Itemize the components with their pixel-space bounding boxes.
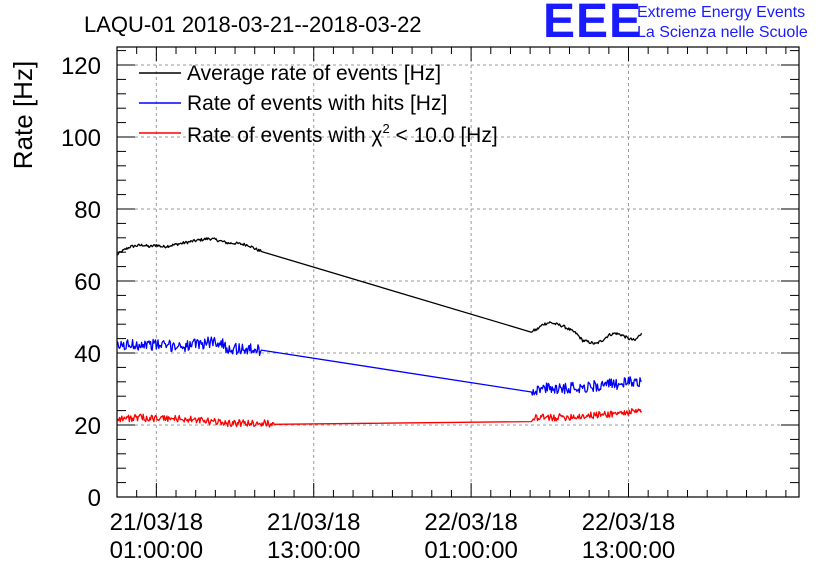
axis-ticks bbox=[117, 47, 799, 498]
x-tick-time: 01:00:00 bbox=[110, 537, 203, 564]
org-name-line2: La Scienza nelle Scuole bbox=[637, 24, 808, 41]
x-tick-date: 22/03/18 bbox=[424, 509, 517, 536]
x-tick-date: 21/03/18 bbox=[267, 509, 360, 536]
y-tick-labels: 0 20 40 60 80 100 120 bbox=[61, 53, 101, 512]
y-axis-label: Rate [Hz] bbox=[8, 61, 38, 169]
legend-chi-prefix: Rate of events with χ bbox=[187, 124, 382, 147]
x-tick-time: 01:00:00 bbox=[424, 537, 517, 564]
x-tick-date: 21/03/18 bbox=[110, 509, 203, 536]
series-line bbox=[116, 237, 643, 345]
legend-chi-suffix: < 10.0 [Hz] bbox=[390, 124, 498, 147]
plot-frame bbox=[116, 46, 800, 498]
y-tick-label: 120 bbox=[61, 53, 101, 80]
y-tick-label: 80 bbox=[74, 197, 101, 224]
legend-label-hits: Rate of events with hits [Hz] bbox=[187, 92, 447, 115]
x-tick-time: 13:00:00 bbox=[582, 537, 675, 564]
series-line bbox=[116, 407, 643, 428]
chart-title: LAQU-01 2018-03-21--2018-03-22 bbox=[84, 12, 422, 37]
legend-label-chi: Rate of events with χ2 < 10.0 [Hz] bbox=[187, 121, 498, 147]
y-tick-label: 60 bbox=[74, 269, 101, 296]
series-line bbox=[116, 336, 642, 396]
y-tick-label: 20 bbox=[74, 413, 101, 440]
eee-logo: EEE bbox=[543, 0, 643, 48]
y-tick-label: 40 bbox=[74, 341, 101, 368]
series-layer bbox=[116, 237, 643, 428]
x-tick-date: 22/03/18 bbox=[582, 509, 675, 536]
legend-label-avg: Average rate of events [Hz] bbox=[187, 62, 441, 85]
x-tick-time: 13:00:00 bbox=[267, 537, 360, 564]
x-tick-labels: 21/03/1801:00:0021/03/1813:00:0022/03/18… bbox=[110, 509, 676, 564]
y-tick-label: 100 bbox=[61, 125, 101, 152]
org-name-line1: Extreme Energy Events bbox=[637, 4, 806, 21]
y-tick-label: 0 bbox=[88, 485, 101, 512]
legend: Average rate of events [Hz] Rate of even… bbox=[139, 62, 498, 147]
legend-chi-sup: 2 bbox=[382, 121, 389, 136]
